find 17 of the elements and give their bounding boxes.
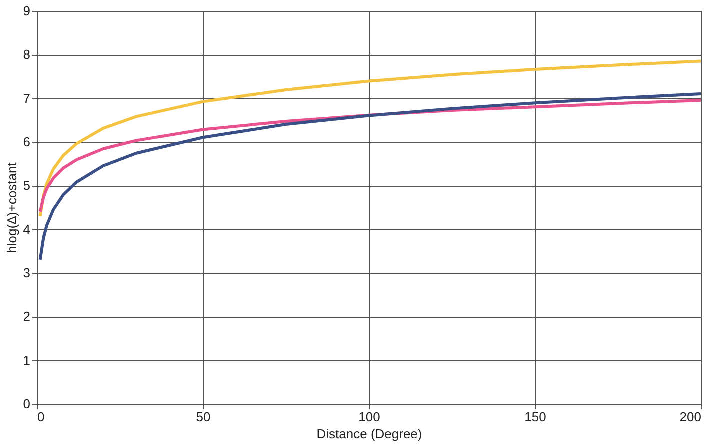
y-tick-label: 3 [23, 266, 30, 280]
y-tick-label: 8 [23, 47, 30, 62]
y-tick-label: 5 [23, 178, 30, 194]
x-tick-label: 200 [680, 410, 702, 424]
y-axis-title: hlog(∆)+costant [4, 162, 20, 254]
y-tick-label: 7 [23, 90, 30, 106]
x-tick-label: 100 [358, 410, 380, 424]
y-tick-label: 0 [23, 396, 30, 412]
y-tick-label: 2 [23, 309, 30, 324]
y-tick-label: 4 [23, 222, 30, 237]
x-axis-title: Distance (Degree) [316, 426, 422, 442]
x-tick-label: 50 [196, 410, 211, 424]
y-tick-label: 9 [23, 4, 30, 18]
y-tick-label: 1 [23, 352, 30, 368]
y-tick-label: 6 [23, 134, 30, 150]
x-tick-label: 150 [524, 410, 546, 424]
x-tick-label: 0 [38, 410, 45, 424]
